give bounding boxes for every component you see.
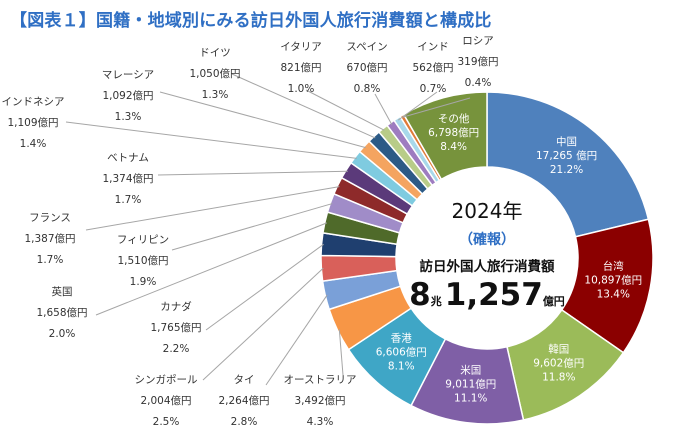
slice-label-12-0: ベトナム [107, 152, 149, 164]
slice-label-11-2: 1.7% [37, 254, 64, 266]
leader-line-12 [157, 170, 348, 176]
slice-label-2-2: 11.8% [542, 372, 575, 384]
slice-label-14-1: 1,092億円 [102, 89, 153, 102]
slice-label-20-0: その他 [438, 112, 470, 125]
slice-label-17-2: 0.8% [354, 83, 381, 95]
slice-label-10-2: 1.9% [130, 276, 157, 288]
leader-line-16 [305, 89, 385, 131]
slice-label-14-2: 1.3% [115, 111, 142, 123]
slice-label-17-1: 670億円 [346, 61, 387, 74]
slice-label-4-2: 8.1% [388, 361, 415, 373]
slice-group [320, 91, 654, 425]
slice-label-8-1: 1,765億円 [150, 321, 201, 334]
slice-label-4-0: 香港 [391, 333, 412, 345]
leader-line-6 [265, 294, 328, 386]
slice-label-13-1: 1,109億円 [7, 116, 58, 129]
slice-label-2-0: 韓国 [548, 344, 569, 356]
slice-label-12-1: 1,374億円 [102, 172, 153, 185]
slice-label-16-0: イタリア [280, 41, 322, 53]
slice-label-0-2: 21.2% [550, 164, 583, 176]
slice-label-18-2: 0.7% [420, 83, 447, 95]
slice-label-3-2: 11.1% [454, 392, 487, 404]
leader-line-9 [95, 222, 327, 316]
slice-label-12-2: 1.7% [115, 194, 142, 206]
slice-label-17-0: スペイン [346, 41, 387, 53]
slice-label-14-0: マレーシア [102, 69, 154, 81]
slice-label-5-0: オーストラリア [284, 374, 357, 386]
slice-label-7-2: 2.5% [153, 416, 180, 428]
slice-label-18-1: 562億円 [412, 61, 453, 74]
center-year: 2024年 [452, 199, 523, 223]
leader-line-5 [338, 329, 344, 376]
leader-line-7 [202, 267, 324, 381]
slice-0 [486, 91, 650, 238]
slice-label-13-2: 1.4% [20, 138, 47, 150]
slice-label-4-1: 6,606億円 [376, 346, 427, 359]
slice-label-0-1: 17,265 億円 [536, 149, 597, 162]
center-total-unit-big: 兆 [431, 294, 442, 308]
slice-label-3-1: 9,011億円 [445, 377, 496, 390]
slice-label-11-0: フランス [29, 212, 71, 224]
leader-line-18 [397, 91, 438, 121]
slice-label-9-1: 1,658億円 [36, 306, 87, 319]
slice-label-19-0: ロシア [462, 35, 494, 47]
slice-label-15-2: 1.3% [202, 89, 229, 101]
slice-label-15-0: ドイツ [199, 47, 231, 59]
slice-20 [402, 91, 488, 181]
leader-line-19 [402, 97, 471, 118]
slice-label-5-1: 3,492億円 [294, 394, 345, 407]
leader-line-14 [159, 91, 366, 149]
center-group: 2024年 （確報） 訪日外国人旅行消費額 8兆1,257億円 [409, 199, 565, 313]
slice-label-19-1: 319億円 [457, 55, 498, 68]
slice-label-10-0: フィリピン [117, 234, 169, 246]
center-total-unit-small: 億円 [543, 294, 565, 308]
leader-line-13 [65, 121, 357, 159]
center-total-rest: 1,257 [445, 277, 543, 313]
slice-label-11-1: 1,387億円 [24, 232, 75, 245]
slice-label-3-0: 米国 [460, 363, 481, 376]
leader-line-10 [171, 203, 333, 251]
slice-label-18-0: インド [417, 41, 449, 53]
leader-line-17 [374, 93, 393, 125]
slice-label-19-2: 0.4% [465, 77, 492, 89]
slice-label-1-1: 10,897億円 [584, 274, 642, 287]
slice-label-20-2: 8.4% [440, 141, 467, 153]
slice-label-16-1: 821億円 [280, 61, 321, 74]
slice-label-0-0: 中国 [556, 135, 577, 148]
slice-label-9-0: 英国 [52, 285, 73, 298]
slice-label-9-2: 2.0% [49, 328, 76, 340]
slice-label-1-2: 13.4% [597, 289, 630, 301]
center-status: （確報） [459, 231, 515, 248]
slice-label-20-1: 6,798億円 [428, 126, 479, 139]
slice-label-6-2: 2.8% [231, 416, 258, 428]
slice-label-5-2: 4.3% [307, 416, 334, 428]
slice-label-7-0: シンガポール [135, 374, 198, 386]
leader-line-8 [205, 243, 324, 331]
slice-label-10-1: 1,510億円 [117, 254, 168, 267]
center-total-main: 8 [409, 277, 431, 313]
slice-label-1-0: 台湾 [603, 260, 624, 273]
leader-line-11 [85, 186, 340, 231]
slice-label-7-1: 2,004億円 [140, 394, 191, 407]
slice-label-6-1: 2,264億円 [218, 394, 269, 407]
slice-label-6-0: タイ [234, 374, 255, 386]
leader-line-15 [231, 73, 376, 139]
slice-label-2-1: 9,602億円 [533, 357, 584, 370]
chart-title: 【図表１】国籍・地域別にみる訪日外国人旅行消費額と構成比 [10, 11, 492, 31]
slice-label-16-2: 1.0% [288, 83, 315, 95]
slice-label-13-0: インドネシア [2, 96, 65, 108]
center-total: 8兆1,257億円 [409, 277, 565, 313]
center-caption: 訪日外国人旅行消費額 [420, 258, 555, 275]
slice-label-8-2: 2.2% [163, 343, 190, 355]
slice-label-8-0: カナダ [160, 300, 192, 313]
leader-lines [65, 73, 471, 386]
slice-label-15-1: 1,050億円 [189, 67, 240, 80]
